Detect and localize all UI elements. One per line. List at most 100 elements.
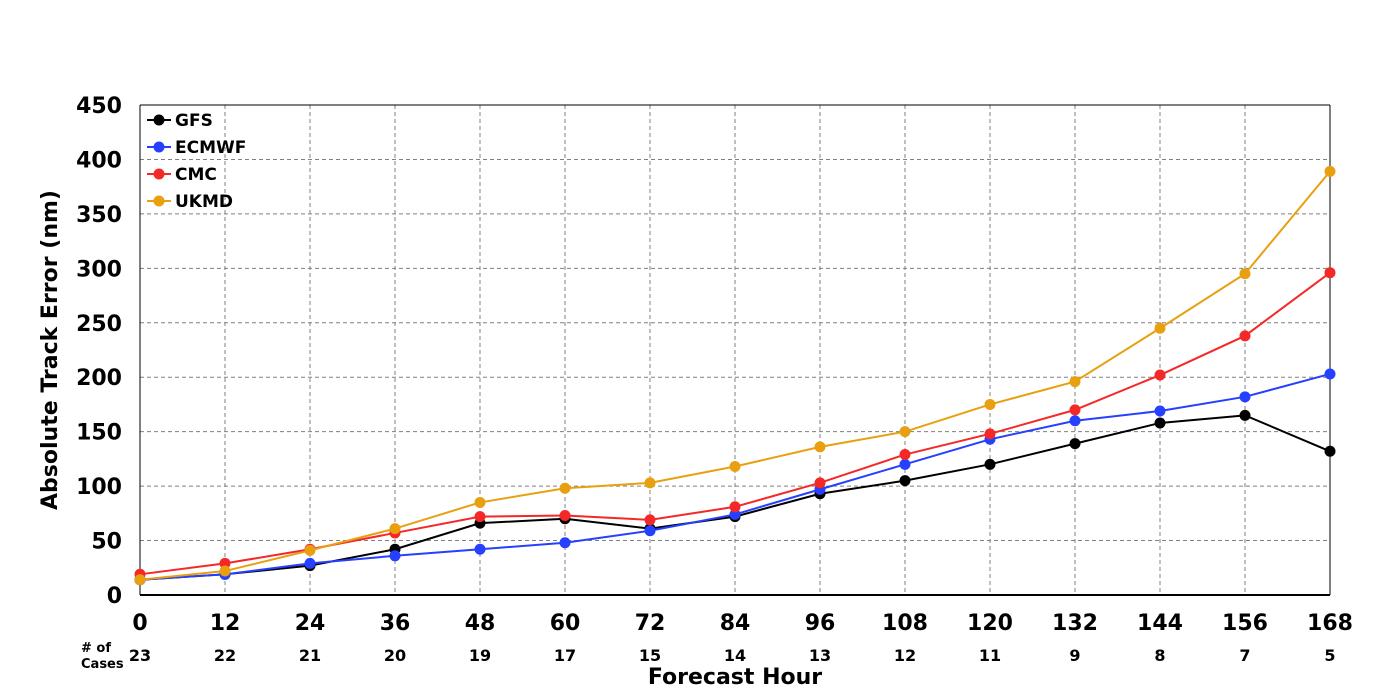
data-point-cmc [729, 501, 741, 513]
case-count-label: 7 [1239, 646, 1250, 665]
case-count-label: 20 [384, 646, 406, 665]
x-tick-label: 144 [1137, 611, 1183, 636]
data-point-cmc [219, 557, 231, 569]
legend: GFS ECMWF CMC UKMD [147, 111, 246, 212]
grid [140, 105, 1330, 595]
case-count-label: 21 [299, 646, 321, 665]
data-point-ukmd [899, 426, 911, 438]
data-point-ecmwf [1154, 405, 1166, 417]
case-count-label: 13 [809, 646, 831, 665]
legend-label: GFS [175, 111, 213, 131]
case-count-label: 9 [1069, 646, 1080, 665]
y-tick-label: 300 [76, 257, 122, 282]
legend-item-ukmd: UKMD [147, 192, 233, 212]
cases-label-line2: Cases [81, 657, 124, 672]
data-point-ukmd [1154, 322, 1166, 334]
case-count-label: 17 [554, 646, 576, 665]
data-point-ukmd [1069, 376, 1081, 388]
case-count-label: 5 [1324, 646, 1335, 665]
data-point-ukmd [1324, 165, 1336, 177]
plot-frame [139, 104, 1331, 596]
data-point-ukmd [219, 565, 231, 577]
y-tick-label: 250 [76, 312, 122, 337]
x-tick-label: 132 [1052, 611, 1098, 636]
data-point-ecmwf [559, 537, 571, 549]
data-point-ecmwf [729, 508, 741, 520]
x-tick-label: 12 [210, 611, 241, 636]
case-count-label: 15 [639, 646, 661, 665]
case-count-label: 11 [979, 646, 1001, 665]
y-axis-title: Absolute Track Error (nm) [38, 190, 63, 510]
y-tick-label: 350 [76, 203, 122, 228]
data-point-ecmwf [304, 557, 316, 569]
x-tick-labels: 0 12 24 36 48 60 72 84 96 108 120 132 144 156 168 [132, 611, 1353, 636]
series-group [134, 165, 1336, 586]
y-tick-label: 150 [76, 421, 122, 446]
legend-item-ecmwf: ECMWF [147, 138, 246, 158]
data-point-gfs [1069, 438, 1081, 450]
data-point-gfs [1154, 417, 1166, 429]
y-tick-label: 200 [76, 366, 122, 391]
y-tick-labels: 0 50 100 150 200 250 300 350 400 450 [76, 94, 122, 609]
legend-label: UKMD [175, 192, 233, 212]
data-point-cmc [899, 449, 911, 461]
x-axis-title: Forecast Hour [648, 665, 822, 690]
data-point-cmc [474, 511, 486, 523]
x-tick-label: 24 [295, 611, 326, 636]
case-count-label: 19 [469, 646, 491, 665]
data-point-gfs [1239, 409, 1251, 421]
x-tick-label: 120 [967, 611, 1013, 636]
data-point-gfs [1324, 445, 1336, 457]
data-point-cmc [984, 428, 996, 440]
legend-label: CMC [175, 165, 217, 185]
x-tick-label: 72 [635, 611, 666, 636]
data-point-ukmd [474, 496, 486, 508]
data-point-cmc [814, 477, 826, 489]
case-count-label: 22 [214, 646, 236, 665]
x-tick-label: 84 [720, 611, 751, 636]
data-point-ecmwf [899, 458, 911, 470]
legend-swatch-marker [153, 168, 165, 180]
case-count-label: 23 [129, 646, 151, 665]
x-tick-label: 168 [1307, 611, 1353, 636]
data-point-cmc [1154, 369, 1166, 381]
legend-swatch-marker [153, 141, 165, 153]
y-tick-label: 0 [107, 584, 122, 609]
x-tick-label: 156 [1222, 611, 1268, 636]
legend-item-gfs: GFS [147, 111, 213, 131]
legend-swatch-marker [153, 195, 165, 207]
data-point-ukmd [644, 477, 656, 489]
data-point-ecmwf [389, 550, 401, 562]
data-point-ukmd [559, 482, 571, 494]
data-point-gfs [899, 475, 911, 487]
x-tick-label: 36 [380, 611, 411, 636]
data-point-gfs [984, 458, 996, 470]
data-point-ecmwf [474, 543, 486, 555]
data-point-cmc [1069, 404, 1081, 416]
x-tick-label: 96 [805, 611, 836, 636]
data-point-ukmd [729, 461, 741, 473]
data-point-cmc [644, 514, 656, 526]
data-point-ukmd [304, 544, 316, 556]
case-counts: 23 22 21 20 19 17 15 14 13 12 11 9 8 7 5 [129, 646, 1336, 665]
case-count-label: 14 [724, 646, 746, 665]
y-tick-label: 50 [91, 530, 122, 555]
y-tick-label: 100 [76, 475, 122, 500]
x-tick-label: 48 [465, 611, 496, 636]
legend-label: ECMWF [175, 138, 246, 158]
data-point-cmc [559, 510, 571, 522]
data-point-ecmwf [1324, 368, 1336, 380]
data-point-ukmd [134, 574, 146, 586]
y-tick-label: 450 [76, 94, 122, 119]
x-tick-label: 108 [882, 611, 928, 636]
cases-label-line1: # of [81, 641, 111, 656]
data-point-ukmd [814, 441, 826, 453]
case-count-label: 8 [1154, 646, 1165, 665]
data-point-ecmwf [644, 525, 656, 537]
x-tick-label: 60 [550, 611, 581, 636]
data-point-ecmwf [1069, 415, 1081, 427]
data-point-ukmd [389, 523, 401, 535]
legend-swatch-marker [153, 114, 165, 126]
data-point-ukmd [1239, 268, 1251, 280]
